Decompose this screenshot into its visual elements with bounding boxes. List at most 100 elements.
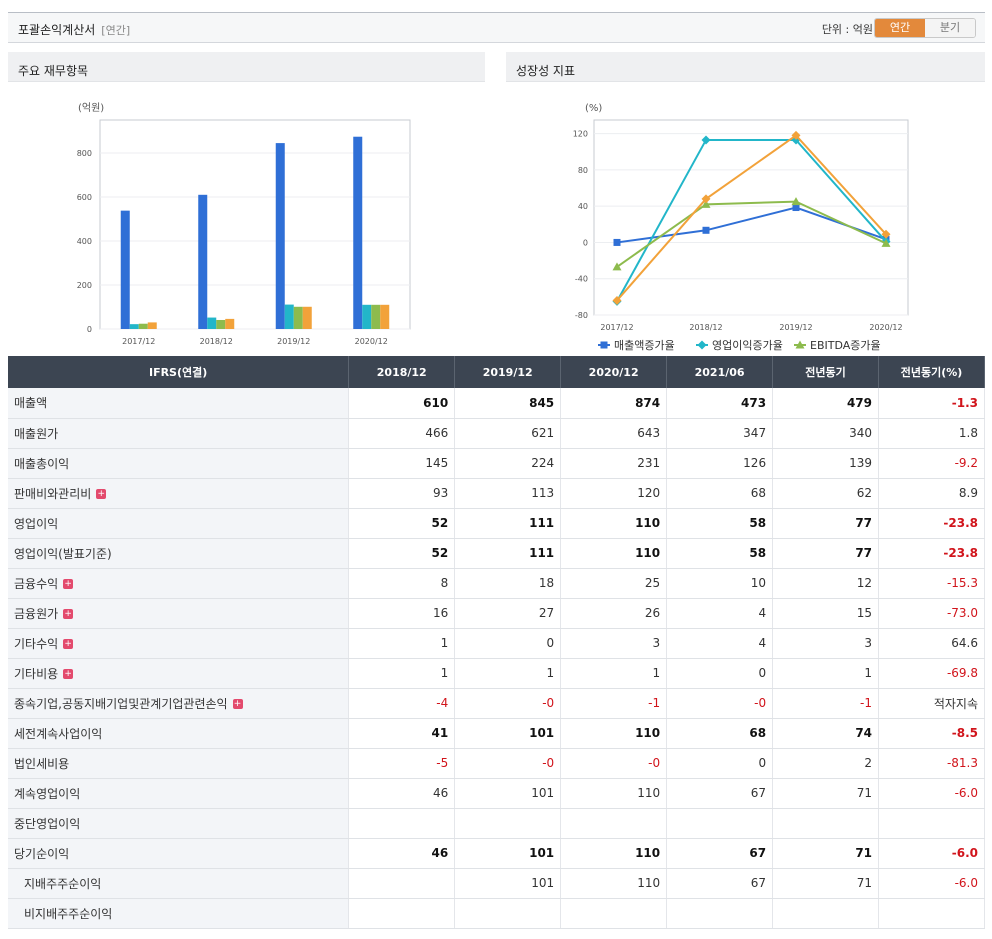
cell-value: 67 [666,778,774,809]
y-tick-label: -80 [575,311,588,320]
row-label: 영업이익 [8,508,350,539]
cell-value: 8.9 [878,478,985,509]
cell-value: 0 [454,628,562,659]
cell-value: 1 [348,628,456,659]
bar-세전이익 [293,306,303,329]
row-label-text: 세전계속사업이익 [14,726,103,741]
cell-value: 0 [666,658,774,689]
x-tick-label: 2017/12 [122,337,155,346]
line-chart: (%) -80 -40 0 40 80 120 2017/12 2018/12 2019/12 20… [573,103,909,367]
cell-value: 110 [560,838,668,869]
cell-value: -6.0 [878,778,985,809]
cell-value: 64.6 [878,628,985,659]
cell-value: 1 [454,658,562,689]
cell-value: 3 [560,628,668,659]
data-point [701,199,711,208]
cell-value: 적자지속 [878,688,985,719]
table-row: 당기순이익 46 101 110 67 71 -6.0 [8,838,985,869]
cell-value: -69.8 [878,658,985,689]
data-point [795,340,805,349]
series-line [616,200,887,268]
data-point [612,262,622,271]
row-label[interactable]: 금융수익 + [8,568,350,599]
cell-value: 110 [560,538,668,569]
unit-label: 단위 : 억원 [821,23,873,36]
table-row: 비지배주주순이익 [8,898,985,929]
row-label-text: 매출총이익 [14,456,70,471]
series-EBITDA증가율 [612,197,891,271]
row-label[interactable]: 판매비와관리비 + [8,478,350,509]
cell-value: 224 [454,448,562,479]
bar-세전이익 [371,304,381,329]
table-row: 금융원가 +16 27 26 4 15 -73.0 [8,598,985,629]
x-tick-label: 2020/12 [355,337,388,346]
table-row: 매출총이익 145 224 231 126 139 -9.2 [8,448,985,479]
bar-순이익 [380,304,390,329]
legend-label: 영업이익증가율 [712,339,783,352]
expand-plus-icon[interactable]: + [63,669,74,679]
expand-plus-icon[interactable]: + [96,489,107,499]
table-row: 영업이익 52 111 110 58 77 -23.8 [8,508,985,539]
cell-value: 52 [348,538,456,569]
plot-area [593,119,909,316]
cell-value: -73.0 [878,598,985,629]
x-tick-label: 2017/12 [600,323,633,332]
expand-plus-icon[interactable]: + [63,609,74,619]
cell-value: 0 [666,748,774,779]
cell-value [454,898,562,929]
row-label[interactable]: 금융원가 + [8,598,350,629]
row-label-text: 영업이익(발표기준) [14,546,112,561]
data-point [792,204,800,212]
tab-quarterly[interactable]: 분기 [925,19,975,37]
cell-value: 473 [666,388,774,419]
row-label-text: 판매비와관리비 [14,486,92,501]
data-point [791,197,801,206]
cell-value: 27 [454,598,562,629]
cell-value: 621 [454,418,562,449]
cell-value: 231 [560,448,668,479]
y-tick-label: -40 [575,275,588,284]
table-row: 세전계속사업이익 41 101 110 68 74 -8.5 [8,718,985,749]
period-label: [연간] [101,24,131,37]
bar-매출액 [275,143,285,329]
table-header-row: IFRS(연결) 2018/12 2019/12 2020/12 2021/06 전년동기… [8,356,985,388]
column-header-2: 2019/12 [454,356,562,388]
tab-annual[interactable]: 연간 [875,19,925,37]
period-toggle: 연간 분기 [874,18,976,38]
expand-plus-icon[interactable]: + [63,579,74,589]
cell-value: 479 [772,388,880,419]
cell-value: 111 [454,538,562,569]
cell-value: 41 [348,718,456,749]
cell-value: 68 [666,478,774,509]
row-label[interactable]: 기타비용 + [8,658,350,689]
cell-value: 111 [454,508,562,539]
data-point [613,238,621,246]
cell-value: 77 [772,508,880,539]
cell-value: 58 [666,508,774,539]
cell-value: 845 [454,388,562,419]
row-label[interactable]: 기타수익 + [8,628,350,659]
income-statement-table: IFRS(연결) 2018/12 2019/12 2020/12 2021/06 전년동기… [8,356,985,929]
cell-value: -6.0 [878,838,985,869]
table-row: 금융수익 +8 18 25 10 12 -15.3 [8,568,985,599]
column-header-4: 2021/06 [666,356,774,388]
y-tick-label: 600 [77,193,92,202]
row-label[interactable]: 종속기업,공동지배기업및관계기업관련손익 + [8,688,350,719]
expand-plus-icon[interactable]: + [232,699,243,709]
y-tick-label: 80 [578,166,588,175]
table-body: 매출액 610 845 874 473 479 -1.3 매출원가 466 621 643 347 34… [8,388,985,929]
statement-title: 포괄손익계산서 [연간] [18,23,131,37]
column-header-5: 전년동기 [772,356,880,388]
cell-value: 1 [560,658,668,689]
cell-value [666,898,774,929]
bar-세전이익 [216,319,226,329]
expand-plus-icon[interactable]: + [63,639,74,649]
row-label: 지배주주순이익 [8,868,350,899]
y-tick-label: 800 [77,149,92,158]
y-tick-label: 0 [583,238,588,247]
table-row: 영업이익(발표기준) 52 111 110 58 77 -23.8 [8,538,985,569]
cell-value: 52 [348,508,456,539]
cell-value: -15.3 [878,568,985,599]
legend-label: 매출액증가율 [614,339,675,352]
cell-value: 145 [348,448,456,479]
